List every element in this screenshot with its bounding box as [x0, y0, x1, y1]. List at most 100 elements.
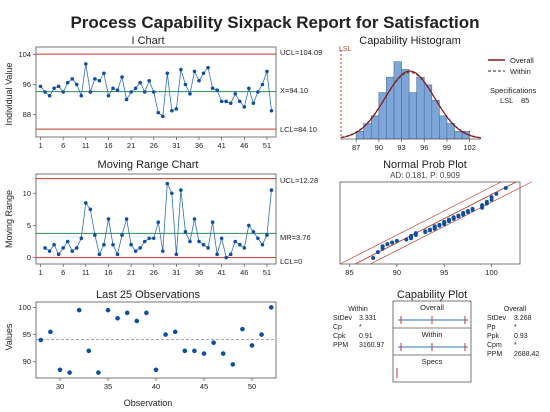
- normal-point: [461, 210, 466, 215]
- mr-chart-point: [115, 252, 120, 257]
- mr-chart-point: [97, 252, 102, 257]
- capability-frame: [392, 300, 472, 383]
- normal-plot-frame: [339, 181, 521, 265]
- normal-point: [451, 215, 456, 220]
- normal-xtick-label: 95: [440, 268, 448, 277]
- i-chart-point: [237, 99, 242, 104]
- normal-xtick-label: 100: [485, 268, 498, 277]
- mr-chart-xtick-label: 6: [61, 268, 65, 277]
- last25-point: [115, 315, 120, 321]
- i-chart-point: [242, 105, 247, 109]
- last25-point: [38, 337, 44, 343]
- overall-heading: Overall: [504, 306, 527, 313]
- last25-point: [182, 348, 188, 354]
- histogram-xtick-label: 93: [397, 143, 405, 152]
- histogram-bar: [401, 69, 410, 140]
- mr-chart-point: [233, 239, 238, 244]
- mr-chart-point: [215, 252, 219, 257]
- normal-point: [385, 242, 390, 247]
- mr-chart-ucl-label: UCL=12.28: [280, 176, 318, 185]
- i-chart-point: [247, 86, 251, 91]
- overall-ppk-label: Ppk: [487, 333, 500, 340]
- mr-chart-point: [192, 217, 197, 221]
- mr-chart-point: [269, 188, 274, 192]
- capability-band-label-specs: Specs: [422, 357, 443, 366]
- last25-point: [48, 329, 53, 335]
- i-chart-xtick-label: 11: [82, 141, 90, 150]
- i-chart-xtick-label: 41: [217, 141, 225, 150]
- last25-xtick-label: 30: [56, 382, 64, 391]
- i-chart-point: [192, 69, 197, 74]
- histogram-bar: [408, 92, 417, 140]
- normal-point: [428, 227, 432, 232]
- normal-ci-upper-line: [370, 181, 532, 265]
- last25-frame: [35, 301, 277, 379]
- i-chart-point: [84, 62, 88, 66]
- i-chart-point: [233, 92, 238, 96]
- last25-point: [96, 370, 101, 375]
- i-chart-point: [142, 90, 147, 94]
- within-heading: Within: [348, 306, 368, 313]
- last25-point: [240, 326, 245, 332]
- last25-ytick-label: 95: [23, 330, 31, 339]
- i-chart-point: [133, 86, 138, 91]
- last25-point: [259, 332, 264, 337]
- last25-point: [249, 343, 255, 348]
- normal-point: [446, 217, 451, 222]
- i-chart-point: [206, 65, 210, 70]
- normal-point: [371, 255, 376, 260]
- mr-chart-point: [142, 239, 147, 244]
- mr-chart-point: [133, 249, 138, 253]
- mr-chart-ytick-label: 0: [27, 253, 31, 262]
- histogram-xtick-label: 87: [352, 143, 360, 152]
- last25-point: [76, 307, 82, 313]
- spec-lsl-value: 85: [521, 96, 529, 105]
- mr-chart-point: [265, 233, 269, 237]
- i-chart-point: [156, 110, 161, 115]
- mr-chart-point: [228, 252, 233, 257]
- i-chart-point: [147, 78, 152, 83]
- i-chart-xtick-label: 31: [172, 141, 180, 150]
- mr-chart-point: [260, 242, 265, 247]
- mr-chart-point: [47, 249, 52, 253]
- i-chart-ucl-label: UCL=104.09: [280, 48, 322, 57]
- normal-point: [380, 244, 385, 249]
- i-chart-point: [269, 108, 274, 113]
- normal-xtick-label: 90: [393, 268, 401, 277]
- histogram-title: Capability Histogram: [359, 35, 460, 47]
- i-chart-point: [151, 90, 156, 94]
- mr-chart-point: [183, 230, 188, 234]
- last25-point: [124, 310, 130, 316]
- capability-band-label-within: Within: [422, 330, 443, 339]
- histogram-legend: Overall Within Specifications LSL 85: [488, 56, 537, 105]
- i-chart-point: [88, 90, 93, 94]
- within-ppm-value: 3160.97: [359, 342, 384, 349]
- mr-chart-point: [201, 242, 206, 247]
- mr-chart-point: [188, 239, 192, 244]
- normal-point: [465, 208, 470, 213]
- i-chart-point: [265, 69, 269, 74]
- mr-chart-point: [237, 242, 242, 247]
- last25-point: [230, 362, 236, 367]
- legend-within-label: Within: [510, 67, 531, 76]
- last25-point: [211, 340, 216, 346]
- i-chart-xtick-label: 16: [104, 141, 112, 150]
- normal-point: [494, 191, 499, 196]
- i-chart-point: [179, 67, 183, 72]
- legend-overall-label: Overall: [510, 56, 534, 65]
- mr-chart-ytick-label: 10: [23, 189, 31, 198]
- i-chart-xtick-label: 46: [240, 141, 248, 150]
- mr-chart-point: [129, 242, 133, 247]
- mr-chart-point: [124, 217, 129, 221]
- i-chart-point: [224, 99, 228, 104]
- mr-chart-point: [256, 236, 260, 241]
- last25-point: [163, 332, 168, 337]
- i-chart-point: [160, 114, 165, 119]
- i-chart-point: [79, 93, 84, 98]
- normal-plot-subtitle: AD: 0.181, P: 0.909: [390, 171, 460, 180]
- i-chart-point: [260, 82, 265, 87]
- last25-point: [220, 351, 226, 356]
- i-chart-point: [43, 90, 47, 94]
- i-chart-point: [174, 107, 179, 111]
- normal-point: [442, 219, 447, 224]
